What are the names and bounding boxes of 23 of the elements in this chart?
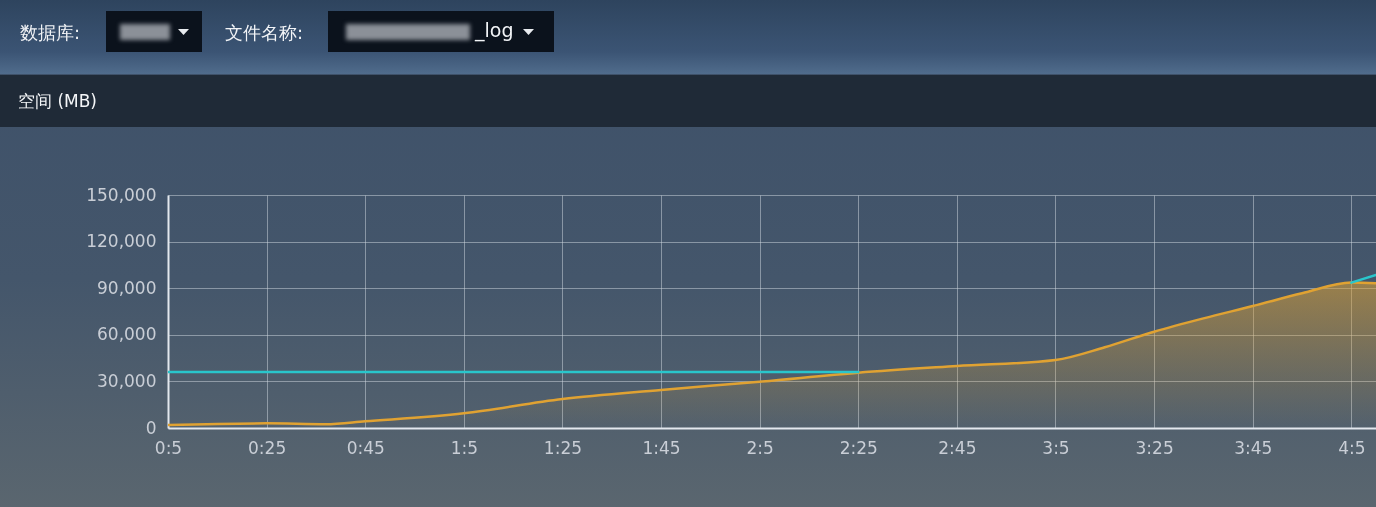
x-tick-label: 0:5	[154, 437, 183, 458]
chart-title: 空间 (MB)	[18, 90, 97, 113]
x-tick-label: 1:5	[450, 437, 479, 458]
x-tick-label: 1:25	[543, 437, 583, 458]
dropdown: _log	[328, 11, 554, 52]
x-tick-label: 0:45	[346, 437, 385, 458]
x-tick-label: 2:25	[839, 437, 878, 458]
y-tick-label: 150,000	[86, 184, 157, 205]
x-tick-label: 1:45	[642, 437, 681, 458]
x-tick-label: 2:5	[746, 437, 774, 458]
x-tick-label: 3:45	[1234, 437, 1273, 458]
x-tick-label: 2:45	[938, 437, 977, 458]
y-tick-label: 30,000	[97, 370, 157, 391]
y-tick-label: 120,000	[86, 231, 157, 252]
y-tick-label: 0	[145, 417, 157, 438]
y-tick-label: 90,000	[97, 277, 157, 298]
y-tick-label: 60,000	[97, 324, 157, 345]
x-tick-label: 0:25	[248, 437, 287, 458]
x-tick-label: 3:25	[1135, 437, 1174, 458]
x-tick-label: 3:5	[1042, 437, 1070, 458]
x-tick-label: 4:5	[1338, 437, 1366, 458]
text: 文件名称:	[225, 21, 304, 45]
text: 数据库:	[20, 21, 81, 45]
